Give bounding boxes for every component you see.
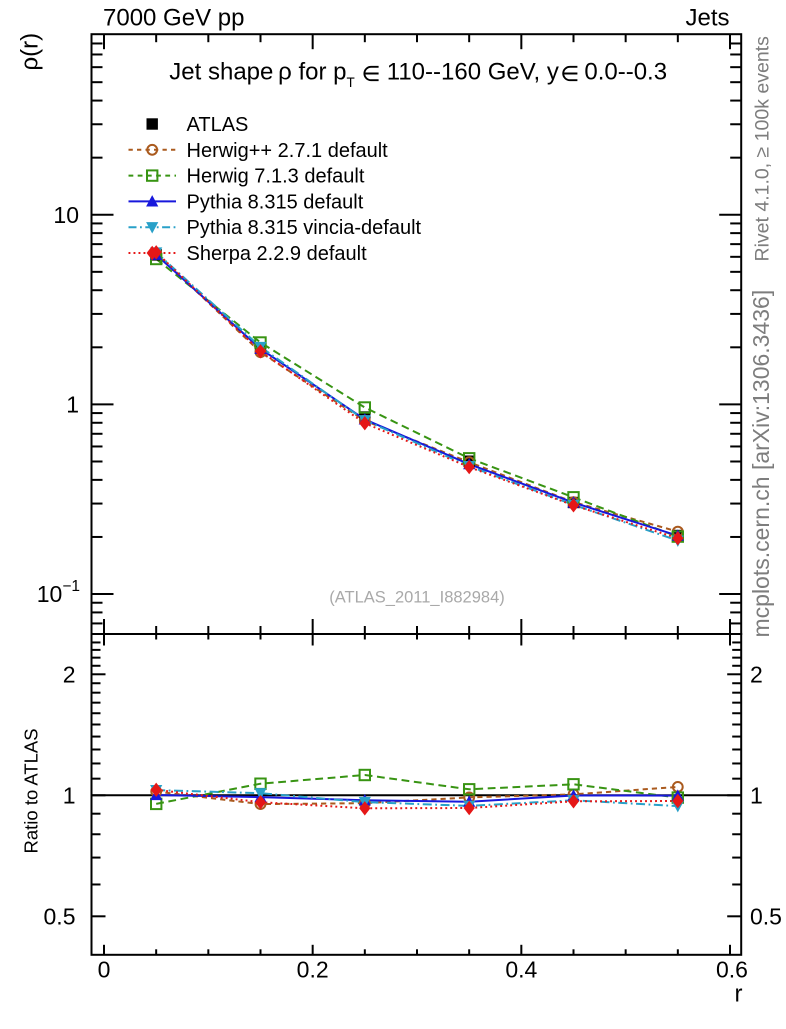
- svg-text:Jet shape ρ for p: Jet shape ρ for p: [169, 59, 346, 86]
- svg-text:0.6: 0.6: [716, 957, 748, 983]
- svg-text:1: 1: [66, 391, 79, 417]
- svg-text:2: 2: [63, 661, 76, 687]
- svg-text:10: 10: [53, 202, 79, 228]
- svg-text:1: 1: [750, 782, 763, 808]
- svg-text:ATLAS: ATLAS: [187, 114, 249, 136]
- svg-text:7000 GeV pp: 7000 GeV pp: [103, 5, 244, 32]
- svg-text:Rivet 4.1.0, ≥ 100k events: Rivet 4.1.0, ≥ 100k events: [752, 36, 774, 262]
- svg-text:1: 1: [63, 782, 76, 808]
- svg-text:0.5: 0.5: [44, 903, 76, 929]
- svg-text:110--160 GeV, y: 110--160 GeV, y: [387, 59, 559, 86]
- svg-text:2: 2: [750, 661, 763, 687]
- svg-text:0: 0: [98, 957, 111, 983]
- svg-text:Herwig++ 2.7.1 default: Herwig++ 2.7.1 default: [187, 140, 389, 162]
- svg-text:mcplots.cern.ch [arXiv:1306.34: mcplots.cern.ch [arXiv:1306.3436]: [748, 290, 774, 638]
- svg-text:ρ(r): ρ(r): [17, 33, 44, 71]
- svg-text:Sherpa 2.2.9 default: Sherpa 2.2.9 default: [187, 243, 368, 265]
- svg-text:0.2: 0.2: [297, 957, 329, 983]
- svg-text:Pythia 8.315 default: Pythia 8.315 default: [187, 191, 364, 213]
- svg-text:T: T: [347, 75, 355, 90]
- svg-text:Ratio to ATLAS: Ratio to ATLAS: [21, 728, 42, 853]
- svg-text:r: r: [735, 981, 743, 1008]
- svg-text:0.0--0.3: 0.0--0.3: [584, 59, 667, 86]
- svg-text:Jets: Jets: [685, 5, 729, 32]
- svg-text:0.5: 0.5: [750, 903, 782, 929]
- svg-text:0.4: 0.4: [505, 957, 537, 983]
- svg-text:Herwig 7.1.3 default: Herwig 7.1.3 default: [187, 166, 365, 188]
- svg-text:Pythia 8.315 vincia-default: Pythia 8.315 vincia-default: [187, 217, 422, 239]
- svg-text:(ATLAS_2011_I882984): (ATLAS_2011_I882984): [329, 589, 505, 607]
